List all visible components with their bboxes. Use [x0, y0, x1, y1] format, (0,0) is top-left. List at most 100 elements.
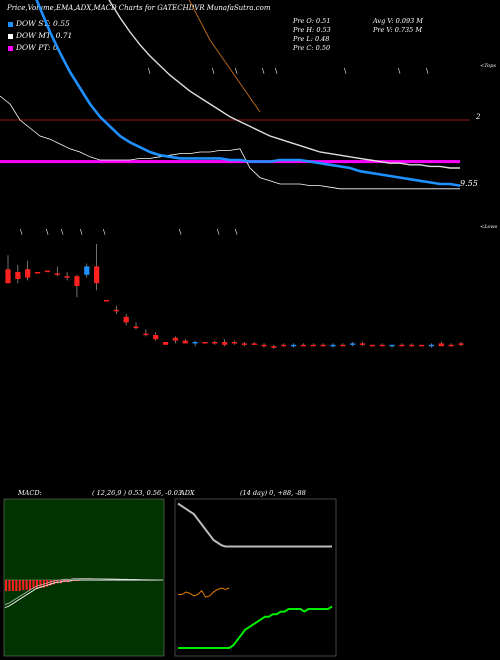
candle-body — [271, 346, 277, 348]
candle-body — [143, 333, 149, 336]
candle-body — [369, 344, 375, 347]
dow-pt-line — [0, 160, 460, 164]
top-tick: \ — [212, 67, 215, 75]
candle-body — [212, 342, 218, 344]
candle-body — [162, 342, 169, 345]
legend-dow-st: DOW ST: 0.55 — [8, 19, 70, 28]
low-tick: \ — [80, 228, 83, 236]
pre-volume: Pre V: 0.735 M — [373, 26, 423, 34]
macd-histogram-bar — [11, 580, 14, 591]
candle-body — [113, 309, 119, 312]
plus-di-line — [178, 587, 230, 598]
candle-body — [290, 344, 297, 347]
candle-body — [133, 326, 139, 329]
macd-histogram-bar — [39, 580, 42, 588]
candle-body — [202, 342, 208, 344]
adx-params: (14 day) 0, +88, -88 — [240, 489, 306, 497]
top-tick: \ — [426, 67, 429, 75]
candle-body — [54, 273, 60, 275]
adx-plot — [177, 502, 333, 649]
candle-body — [74, 276, 80, 286]
pre-high: Pre H: 0.53 — [293, 26, 331, 34]
candle-body — [94, 266, 100, 284]
low-tick: \ — [235, 228, 238, 236]
candle-body — [123, 316, 129, 323]
candle-body — [64, 276, 70, 278]
top-tag: <Tops — [480, 63, 496, 69]
candle-body — [192, 342, 198, 344]
adx-line — [177, 502, 332, 548]
ema-line — [0, 95, 460, 190]
macd-histogram-bar — [29, 580, 32, 590]
candle-body — [448, 344, 454, 347]
pre-low: Pre L: 0.48 — [293, 35, 330, 43]
macd-histogram-bar — [77, 580, 80, 582]
low-tick: \ — [103, 228, 106, 236]
candle-body — [25, 269, 31, 278]
candle-body — [241, 343, 247, 345]
level-label: 2 — [476, 113, 481, 121]
macd-histogram-bar — [56, 580, 59, 584]
minus-di-line — [178, 605, 333, 649]
candle-body — [84, 266, 90, 275]
legend-swatch — [8, 33, 13, 39]
candle-body — [330, 344, 336, 347]
macd-histogram-bar — [15, 580, 18, 591]
candles — [5, 244, 464, 349]
candle-body — [340, 344, 346, 347]
low-tick: \ — [179, 228, 182, 236]
candle-body — [153, 335, 159, 340]
macd-histogram-bar — [53, 580, 56, 585]
candle-body — [310, 344, 316, 347]
low-tick: \ — [217, 228, 220, 236]
candle-body — [428, 344, 435, 347]
candle-body — [350, 343, 356, 345]
top-tick: \ — [398, 67, 401, 75]
macd-params: ( 12,26,9 ) 0.53, 0.56, -0.03 — [92, 489, 182, 497]
candle-body — [438, 343, 444, 347]
chart-title: Price,Volume,EMA,ADX,MACD Charts for GAT… — [7, 4, 271, 12]
legend-label: DOW ST: 0.55 — [16, 19, 70, 28]
trend-line — [188, 0, 261, 113]
candle-body — [419, 344, 425, 347]
candle-body — [44, 270, 50, 273]
indicator-lines — [0, 0, 470, 190]
top-tick: \ — [262, 67, 265, 75]
candle-body — [379, 344, 385, 347]
top-tick: \ — [148, 67, 151, 75]
macd-histogram-bar — [49, 580, 52, 586]
macd-panel — [3, 498, 165, 657]
candle-body — [458, 343, 464, 345]
macd-title: MACD: — [18, 489, 42, 497]
low-tick: \ — [46, 228, 49, 236]
pre-close: Pre C: 0.50 — [293, 44, 331, 52]
candle-body — [15, 272, 21, 279]
candle-body — [281, 344, 287, 347]
candle-body — [251, 343, 257, 345]
tick-marks: \ \ \ \ \ \ \ \ \ \ \ \ \ \ \ \ — [20, 67, 429, 236]
candle-body — [5, 269, 11, 284]
legend-dow-pt: DOW PT: 0 — [8, 43, 58, 52]
legend-label: DOW PT: 0 — [16, 43, 58, 52]
candle-body — [222, 342, 228, 345]
candle-body — [320, 344, 326, 347]
macd-histogram-bar — [5, 580, 8, 591]
low-tick: \ — [20, 228, 23, 236]
candle-body — [172, 337, 179, 341]
macd-histogram-bar — [35, 580, 38, 589]
macd-histogram-bar — [32, 580, 35, 589]
candle-body — [34, 272, 41, 274]
price-marker: 9.55 — [460, 179, 478, 188]
macd-histogram-bar — [22, 580, 25, 590]
candle-body — [399, 344, 405, 347]
legend-swatch — [8, 21, 13, 27]
legend-label: DOW MT: 0.71 — [16, 31, 73, 40]
pre-open: Pre O: 0.51 — [293, 17, 331, 25]
candle-body — [300, 344, 307, 347]
top-tick: \ — [275, 67, 278, 75]
adx-title: ADX — [180, 489, 195, 497]
dow-st-line — [35, 0, 461, 187]
candle-body — [182, 340, 188, 344]
candle-body — [359, 343, 366, 345]
macd-histogram-bar — [8, 580, 11, 591]
